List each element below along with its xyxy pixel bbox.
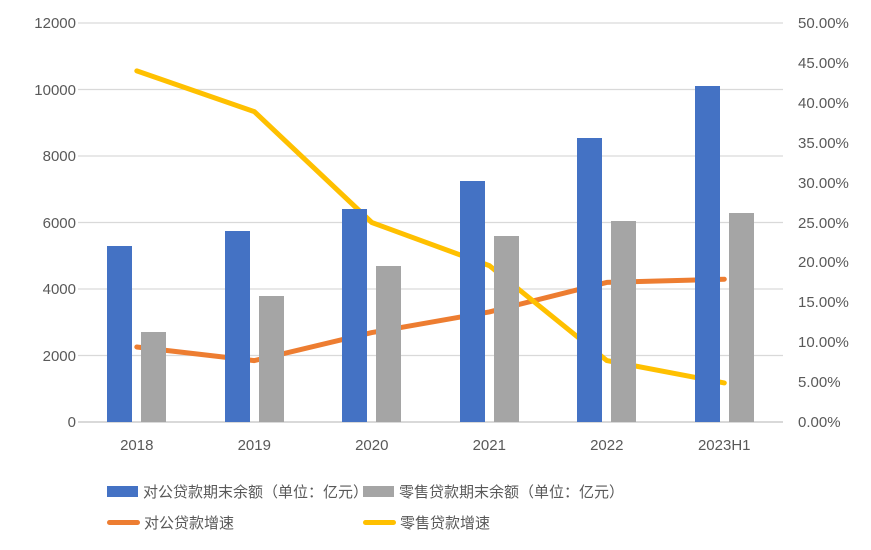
legend-item-retail-growth: 零售贷款增速 [363, 512, 490, 533]
right-axis-tick-label: 0.00% [798, 414, 841, 431]
legend-item-corporate-balance: 对公贷款期末余额（单位：亿元） [107, 481, 368, 502]
bar-corporate-2021 [459, 180, 485, 422]
legend-label: 零售贷款期末余额（单位：亿元） [399, 484, 625, 501]
bar-corporate-2023H1 [694, 86, 720, 422]
bar-retail-2021 [493, 235, 519, 422]
right-axis-tick-label: 50.00% [798, 15, 849, 32]
left-axis-tick-label: 8000 [42, 148, 76, 165]
bar-retail-2022 [611, 220, 637, 422]
right-axis-tick-label: 15.00% [798, 294, 849, 312]
legend-item-retail-balance: 零售贷款期末余额（单位：亿元） [363, 481, 624, 502]
legend-label: 对公贷款增速 [144, 515, 235, 532]
left-axis-tick-label: 10000 [34, 81, 76, 99]
left-axis-tick-label: 12000 [34, 15, 76, 32]
right-axis-tick-label: 20.00% [798, 254, 849, 272]
corporate-growth-swatch [107, 520, 140, 525]
right-axis-tick-label: 10.00% [798, 334, 849, 352]
retail-growth-swatch [363, 520, 396, 525]
bar-corporate-2019 [224, 230, 250, 422]
legend-item-corporate-growth: 对公贷款增速 [107, 512, 234, 533]
right-axis-tick-label: 40.00% [798, 94, 849, 112]
legend-label: 对公贷款期末余额（单位：亿元） [143, 484, 369, 501]
right-axis-tick-label: 45.00% [798, 54, 849, 72]
category-label-2020: 2020 [355, 437, 389, 454]
bar-retail-2018 [141, 332, 167, 422]
category-label-2023H1: 2023H1 [697, 437, 751, 454]
category-label-2021: 2021 [472, 437, 506, 454]
bar-retail-2019 [258, 295, 284, 422]
category-label-2022: 2022 [590, 437, 624, 454]
right-axis-tick-label: 35.00% [798, 134, 849, 152]
retail-balance-swatch [363, 486, 394, 497]
bar-corporate-2022 [577, 137, 603, 422]
right-axis-tick-label: 5.00% [798, 374, 841, 392]
bar-retail-2020 [376, 265, 402, 422]
corporate-balance-swatch [107, 486, 138, 497]
bar-corporate-2018 [107, 245, 133, 422]
category-label-2019: 2019 [237, 437, 271, 454]
left-axis-tick-label: 4000 [42, 281, 76, 298]
bar-retail-2023H1 [728, 212, 754, 422]
category-label-2018: 2018 [120, 437, 154, 454]
right-axis-tick-label: 30.00% [798, 174, 849, 192]
bar-corporate-2020 [342, 209, 368, 422]
right-axis-tick-label: 25.00% [798, 214, 849, 232]
left-axis-tick-label: 6000 [42, 214, 76, 232]
left-axis-tick-label: 0 [67, 414, 76, 431]
legend-label: 零售贷款增速 [400, 515, 491, 532]
left-axis-tick-label: 2000 [42, 347, 76, 365]
plot-area [78, 22, 783, 423]
